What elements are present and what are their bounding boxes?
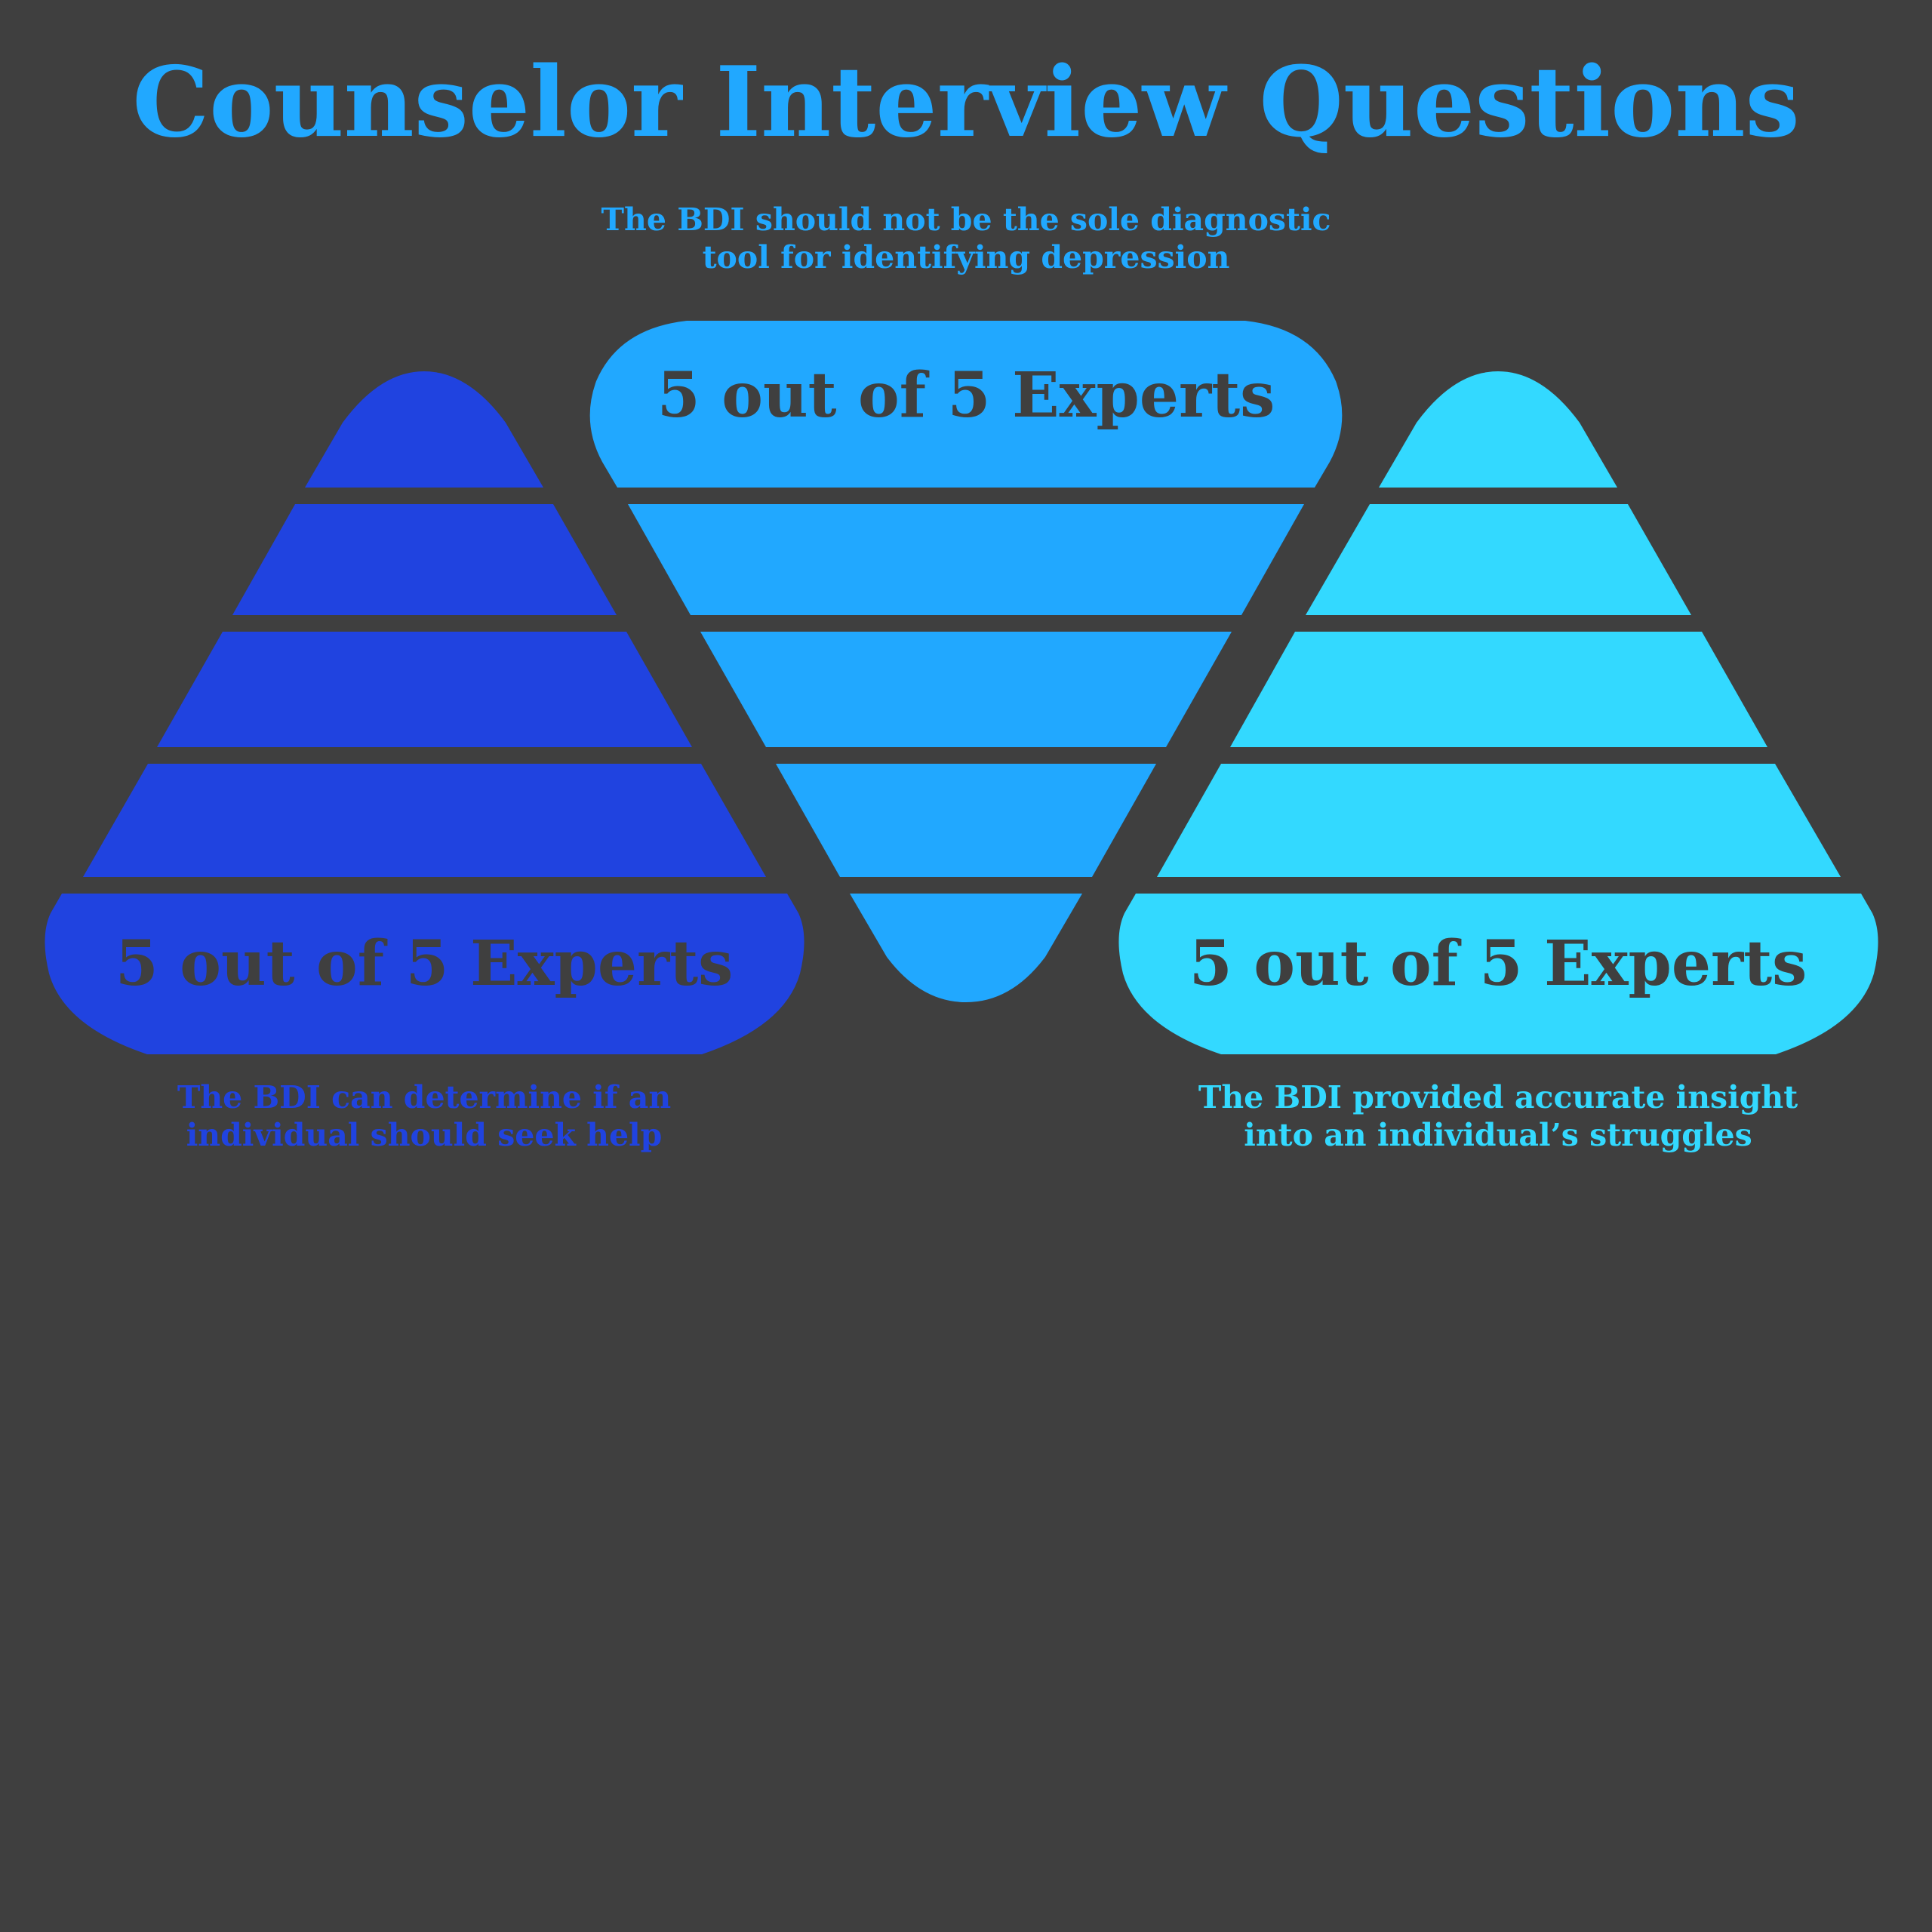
left-stat-label: 5 out of 5 Experts <box>115 928 734 1000</box>
right-pyramid-band-2 <box>1306 504 1691 615</box>
left-pyramid: 5 out of 5 Experts The BDI can determine… <box>45 371 804 1153</box>
right-caption-line-1: The BDI provided accurate insight <box>1198 1079 1798 1115</box>
right-pyramid-band-1 <box>1379 371 1617 488</box>
center-pyramid: 5 out of 5 Experts The BDI should not be… <box>589 202 1343 1002</box>
center-pyramid-band-2 <box>628 504 1304 615</box>
center-caption-line-1: The BDI should not be the sole diagnosti… <box>601 202 1331 238</box>
left-pyramid-band-2 <box>232 504 617 615</box>
center-stat-label: 5 out of 5 Experts <box>657 359 1275 432</box>
left-caption-line-2: individual should seek help <box>186 1117 663 1153</box>
center-pyramid-tip <box>850 894 1082 1002</box>
right-caption-line-2: into an individual’s struggles <box>1244 1117 1752 1153</box>
page-title: Counselor Interview Questions <box>132 46 1799 159</box>
left-pyramid-band-3 <box>157 632 692 747</box>
left-pyramid-band-1 <box>305 371 543 488</box>
left-pyramid-base-pill <box>45 894 804 1054</box>
right-pyramid-band-3 <box>1230 632 1767 747</box>
left-caption-line-1: The BDI can determine if an <box>177 1079 671 1115</box>
left-pyramid-band-4 <box>83 764 766 877</box>
center-pyramid-top-pill <box>589 321 1343 488</box>
center-pyramid-band-3 <box>700 632 1232 747</box>
right-pyramid: 5 out of 5 Experts The BDI provided accu… <box>1118 371 1878 1153</box>
center-pyramid-band-4 <box>776 764 1156 877</box>
right-stat-label: 5 out of 5 Experts <box>1189 928 1807 1000</box>
right-pyramid-base-pill <box>1118 894 1878 1054</box>
center-caption-line-2: tool for identifying depression <box>703 239 1230 275</box>
right-pyramid-band-4 <box>1157 764 1841 877</box>
